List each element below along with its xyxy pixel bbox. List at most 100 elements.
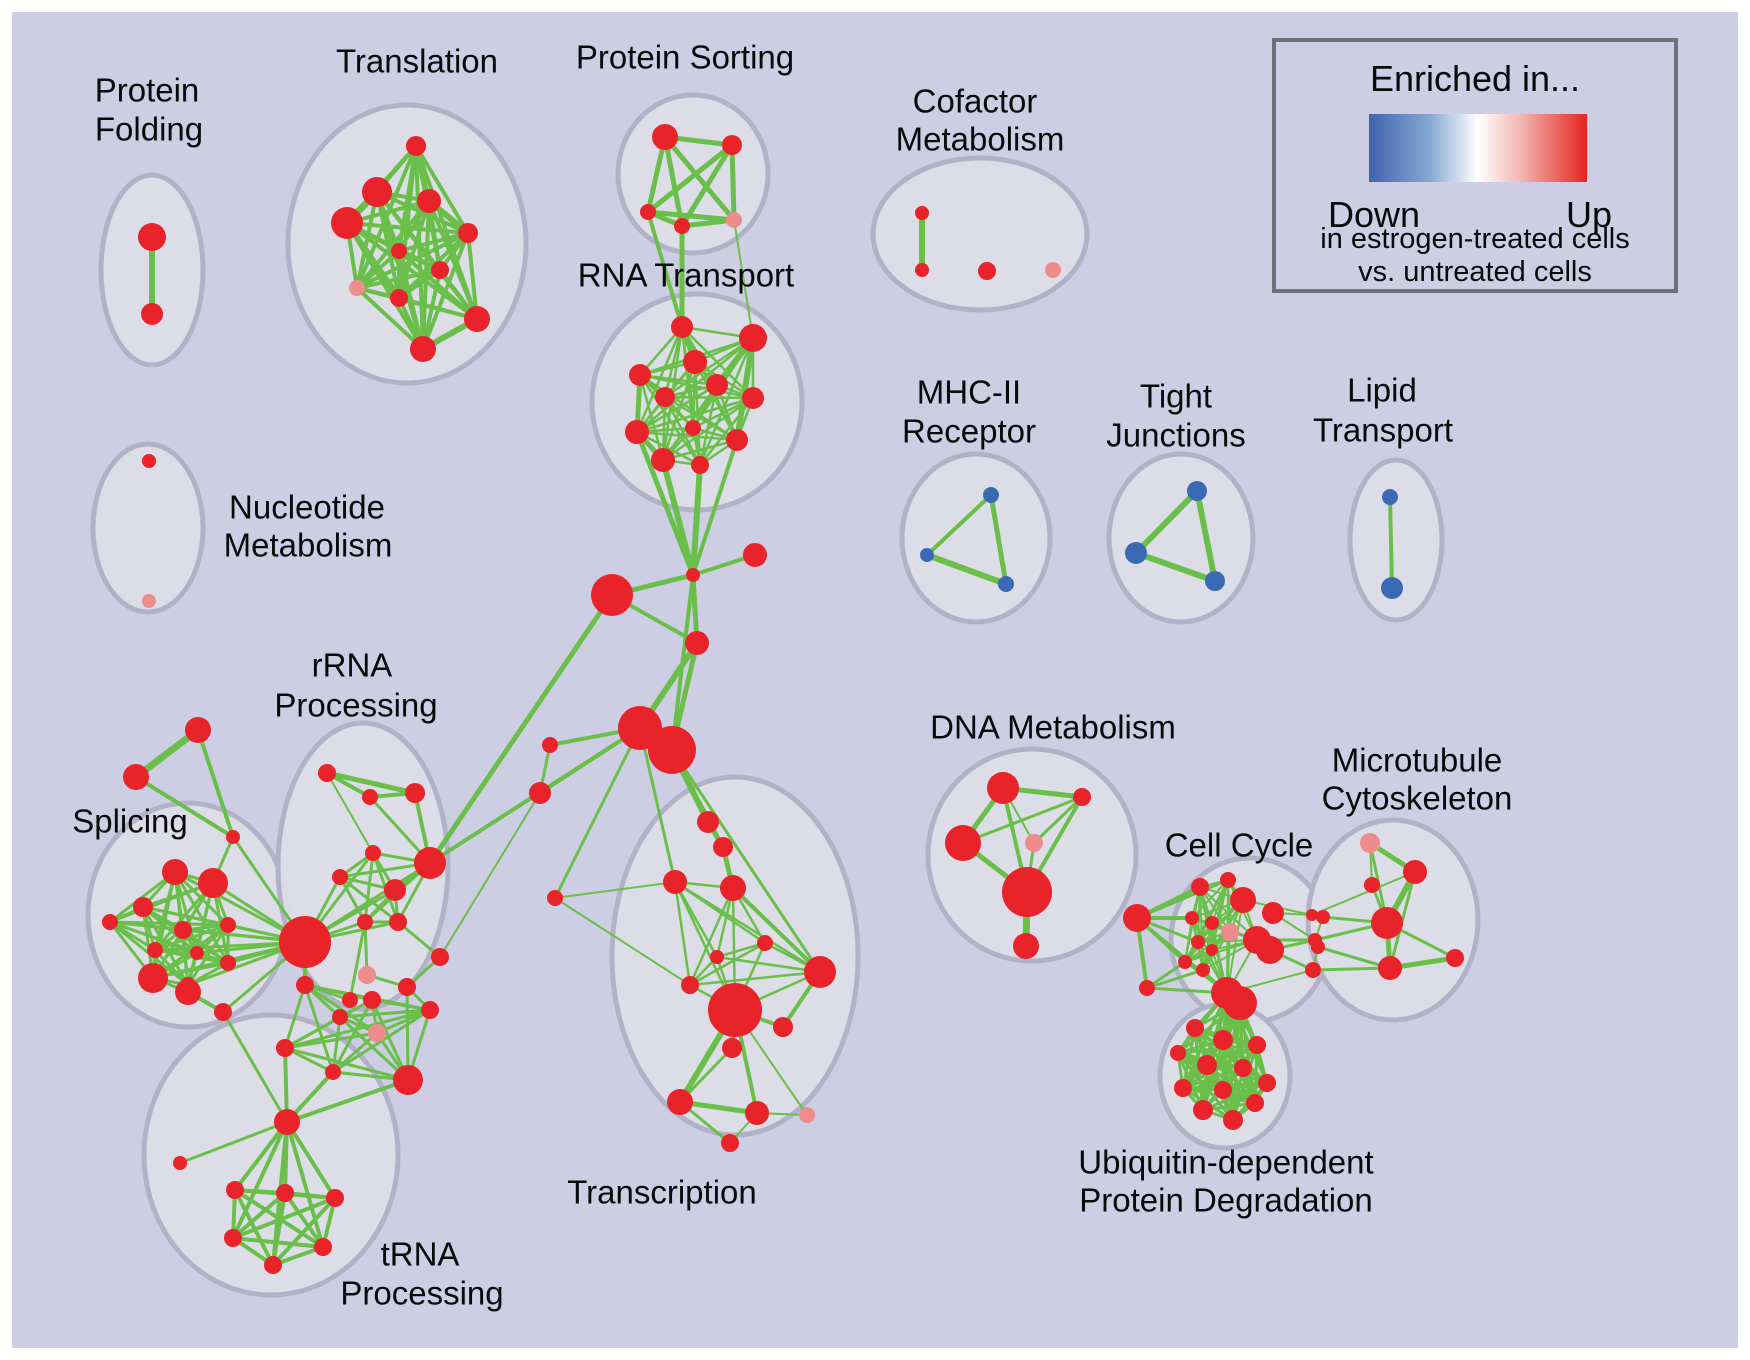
network-node-s8: [190, 946, 204, 960]
network-edge: [1135, 916, 1229, 995]
network-edge: [715, 941, 767, 959]
network-edge: [698, 336, 755, 467]
network-node-s4: [102, 914, 118, 930]
network-edge: [338, 1015, 410, 1082]
network-edge: [691, 438, 739, 577]
network-node-cc17: [1223, 986, 1257, 1020]
cluster-label-trna-processing-line2: Processing: [340, 1275, 503, 1312]
network-edge: [338, 875, 367, 924]
network-node-n1: [142, 454, 156, 468]
network-node-t2: [362, 177, 392, 207]
network-node-cc4: [1220, 872, 1236, 888]
network-node-cf4: [1045, 262, 1061, 278]
network-edge: [355, 268, 442, 290]
network-node-a3: [226, 830, 240, 844]
network-edge: [688, 941, 767, 987]
network-node-u6: [1234, 1059, 1252, 1077]
network-edge: [108, 920, 230, 927]
network-node-s11: [220, 955, 236, 971]
network-node-hx2: [276, 1184, 294, 1202]
network-edge: [283, 1031, 379, 1050]
network-node-d2: [1073, 788, 1091, 806]
network-edge: [1231, 1001, 1242, 1122]
cluster-label-lipid-transport-line1: Lipid: [1347, 372, 1417, 409]
network-edge: [645, 209, 737, 223]
network-node-tr10: [773, 1017, 793, 1037]
network-edge: [1184, 917, 1193, 963]
network-node-t8: [349, 280, 365, 296]
legend-caption-line1: in estrogen-treated cells: [1320, 223, 1630, 255]
network-edge: [688, 970, 822, 987]
network-node-cc8: [1205, 916, 1219, 930]
cluster-label-protein-folding-line1: Protein: [95, 72, 200, 109]
network-node-l1: [1382, 489, 1398, 505]
network-edge: [285, 1078, 410, 1124]
network-node-cc15: [1256, 936, 1284, 964]
network-edge: [680, 325, 702, 467]
network-node-u10: [1193, 1100, 1213, 1120]
network-node-tr4: [720, 875, 746, 901]
cluster-label-cofactor-metabolism-line2: Metabolism: [896, 121, 1065, 158]
network-edge: [635, 396, 755, 434]
network-node-r7: [742, 387, 764, 409]
cluster-label-dna-metabolism-line1: DNA Metabolism: [930, 709, 1176, 746]
network-node-hx6: [264, 1256, 282, 1274]
network-node-s7: [147, 942, 163, 958]
cluster-label-splicing-line1: Splicing: [72, 803, 188, 840]
network-edge: [326, 772, 374, 854]
network-edge: [1176, 1043, 1259, 1055]
network-edge: [338, 875, 400, 924]
cluster-bubble-tight-junctions: [1106, 451, 1256, 625]
network-node-t6: [391, 243, 407, 259]
network-node-r12: [691, 456, 709, 474]
network-edge: [673, 880, 822, 974]
network-node-cc5: [1230, 887, 1256, 913]
network-edge: [324, 770, 418, 796]
network-node-cc7: [1185, 911, 1199, 925]
network-node-j1: [686, 568, 700, 582]
network-node-s6: [220, 917, 236, 933]
network-node-cf3: [978, 262, 996, 280]
legend: Enriched in... Down Up in estrogen-treat…: [1272, 38, 1678, 293]
network-edge: [285, 1120, 337, 1200]
network-edge: [988, 492, 1009, 587]
network-node-u4: [1170, 1045, 1186, 1061]
network-edge: [670, 573, 695, 752]
network-node-a1: [185, 717, 211, 743]
network-edge: [554, 897, 691, 986]
network-node-tr7: [757, 935, 773, 951]
network-node-pf1: [138, 223, 166, 251]
network-node-mt8: [1446, 949, 1464, 967]
network-node-p5: [726, 212, 742, 228]
network-node-cc9: [1221, 923, 1239, 941]
network-edge: [283, 1015, 342, 1050]
network-node-tr12: [667, 1089, 693, 1115]
network-node-q3: [296, 976, 314, 994]
network-edge: [1135, 878, 1230, 920]
network-edge: [679, 217, 737, 229]
network-node-mt4: [1371, 907, 1403, 939]
network-node-tr5: [710, 950, 724, 964]
network-edge: [1311, 966, 1392, 972]
network-node-t9: [390, 289, 408, 307]
network-node-t11: [410, 336, 436, 362]
network-node-rr11: [398, 978, 416, 996]
network-node-rr9: [389, 913, 407, 931]
network-edge: [397, 231, 470, 253]
network-node-m1: [983, 487, 999, 503]
network-node-u9: [1214, 1081, 1232, 1099]
network-node-tj1: [1187, 481, 1207, 501]
network-node-rr8: [357, 914, 373, 930]
network-node-tr13: [745, 1101, 769, 1125]
network-edge: [285, 1120, 325, 1249]
network-edge: [679, 142, 735, 229]
legend-title: Enriched in...: [1369, 58, 1581, 99]
network-node-hub0: [279, 916, 331, 968]
network-node-hx1: [226, 1181, 244, 1199]
network-node-u5: [1197, 1055, 1217, 1075]
network-node-q6: [332, 1009, 348, 1025]
cluster-bubble-nucleotide-metabolism: [90, 441, 206, 615]
network-node-r5: [706, 374, 728, 396]
legend-down-label: Down: [1328, 194, 1421, 235]
